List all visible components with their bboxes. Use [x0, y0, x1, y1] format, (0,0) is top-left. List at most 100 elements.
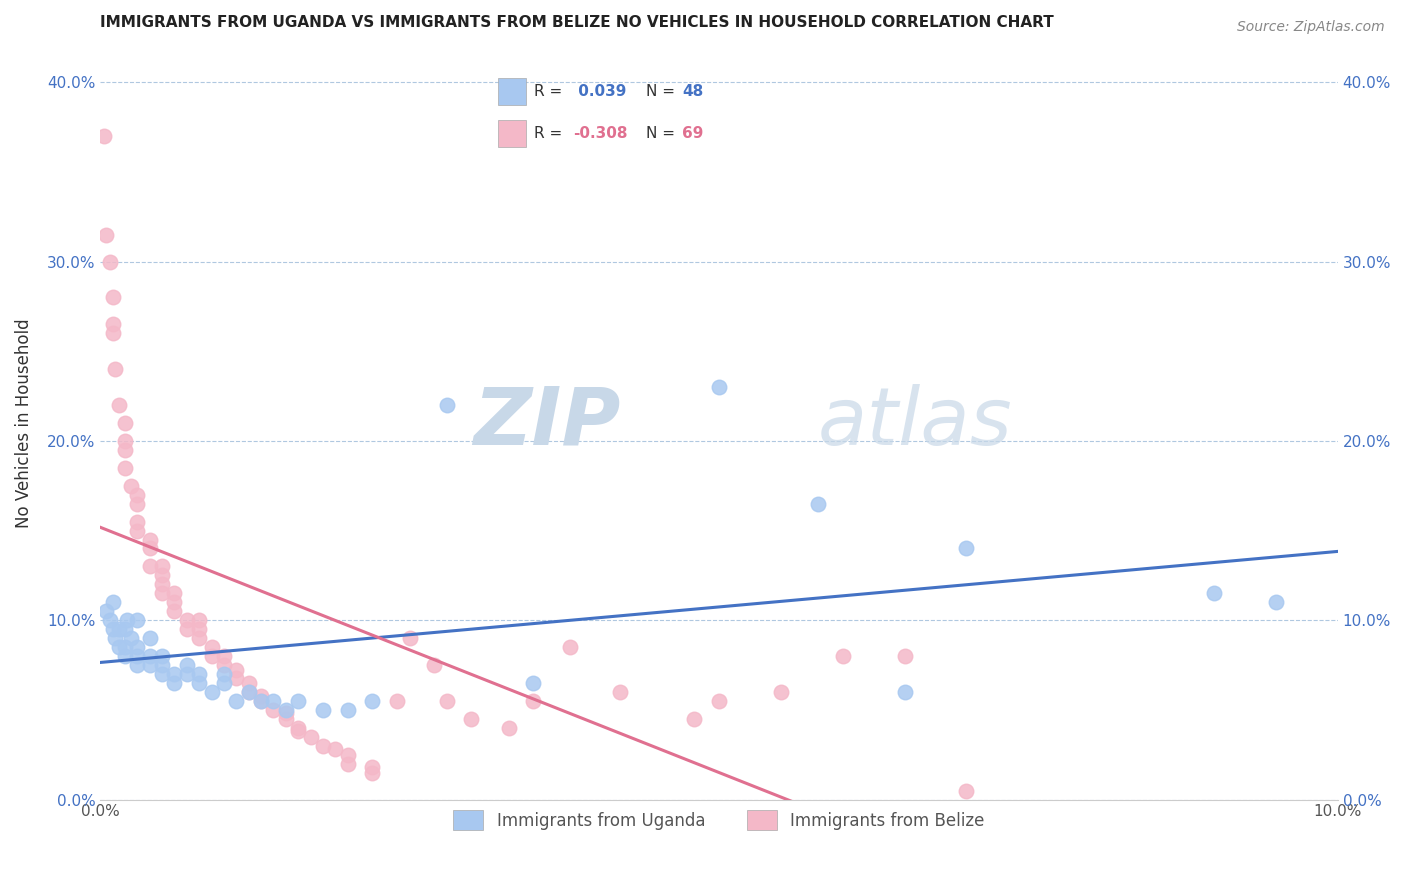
Point	[336, 756, 359, 771]
Point	[955, 783, 977, 797]
Point	[707, 380, 730, 394]
Point	[104, 631, 127, 645]
Point	[114, 460, 136, 475]
Point	[101, 595, 124, 609]
Point	[139, 533, 162, 547]
Point	[101, 622, 124, 636]
Point	[120, 479, 142, 493]
Point	[150, 667, 173, 681]
Point	[127, 497, 149, 511]
Legend: Immigrants from Uganda, Immigrants from Belize: Immigrants from Uganda, Immigrants from …	[447, 804, 991, 837]
Point	[127, 640, 149, 654]
Point	[163, 604, 186, 618]
Point	[274, 712, 297, 726]
Point	[1202, 586, 1225, 600]
Point	[127, 613, 149, 627]
Point	[212, 649, 235, 664]
Point	[436, 398, 458, 412]
Point	[114, 622, 136, 636]
Point	[117, 613, 139, 627]
Point	[108, 398, 131, 412]
Point	[1264, 595, 1286, 609]
Text: atlas: atlas	[818, 384, 1012, 462]
Point	[93, 129, 115, 144]
Point	[287, 694, 309, 708]
Point	[312, 703, 335, 717]
Point	[361, 765, 384, 780]
Point	[955, 541, 977, 556]
Point	[176, 667, 198, 681]
Point	[127, 649, 149, 664]
Point	[522, 676, 544, 690]
Point	[150, 577, 173, 591]
Point	[312, 739, 335, 753]
Point	[101, 290, 124, 304]
Point	[807, 497, 830, 511]
Point	[250, 694, 273, 708]
Point	[163, 676, 186, 690]
Point	[176, 613, 198, 627]
Point	[609, 685, 631, 699]
Point	[139, 559, 162, 574]
Point	[225, 671, 247, 685]
Point	[336, 703, 359, 717]
Point	[163, 667, 186, 681]
Point	[108, 640, 131, 654]
Point	[114, 649, 136, 664]
Point	[163, 586, 186, 600]
Point	[120, 631, 142, 645]
Text: IMMIGRANTS FROM UGANDA VS IMMIGRANTS FROM BELIZE NO VEHICLES IN HOUSEHOLD CORREL: IMMIGRANTS FROM UGANDA VS IMMIGRANTS FRO…	[100, 15, 1054, 30]
Point	[139, 541, 162, 556]
Point	[150, 649, 173, 664]
Point	[150, 658, 173, 673]
Point	[114, 442, 136, 457]
Point	[188, 676, 211, 690]
Point	[139, 658, 162, 673]
Point	[336, 747, 359, 762]
Point	[287, 724, 309, 739]
Point	[522, 694, 544, 708]
Point	[683, 712, 706, 726]
Point	[238, 685, 260, 699]
Point	[287, 721, 309, 735]
Point	[893, 649, 915, 664]
Point	[114, 416, 136, 430]
Point	[163, 595, 186, 609]
Point	[263, 694, 285, 708]
Point	[498, 721, 520, 735]
Point	[139, 649, 162, 664]
Point	[101, 326, 124, 341]
Point	[212, 658, 235, 673]
Point	[96, 227, 118, 242]
Point	[114, 640, 136, 654]
Point	[225, 664, 247, 678]
Y-axis label: No Vehicles in Household: No Vehicles in Household	[15, 318, 32, 528]
Point	[104, 362, 127, 376]
Point	[460, 712, 482, 726]
Point	[238, 676, 260, 690]
Point	[274, 706, 297, 721]
Point	[263, 703, 285, 717]
Point	[96, 604, 118, 618]
Point	[299, 730, 322, 744]
Point	[176, 622, 198, 636]
Point	[387, 694, 409, 708]
Point	[250, 689, 273, 703]
Point	[150, 568, 173, 582]
Point	[707, 694, 730, 708]
Point	[188, 613, 211, 627]
Point	[325, 742, 347, 756]
Point	[274, 703, 297, 717]
Text: Source: ZipAtlas.com: Source: ZipAtlas.com	[1237, 21, 1385, 34]
Point	[127, 488, 149, 502]
Point	[436, 694, 458, 708]
Point	[127, 658, 149, 673]
Point	[188, 622, 211, 636]
Point	[150, 586, 173, 600]
Point	[769, 685, 792, 699]
Point	[114, 434, 136, 448]
Point	[212, 676, 235, 690]
Point	[139, 631, 162, 645]
Point	[238, 685, 260, 699]
Point	[361, 694, 384, 708]
